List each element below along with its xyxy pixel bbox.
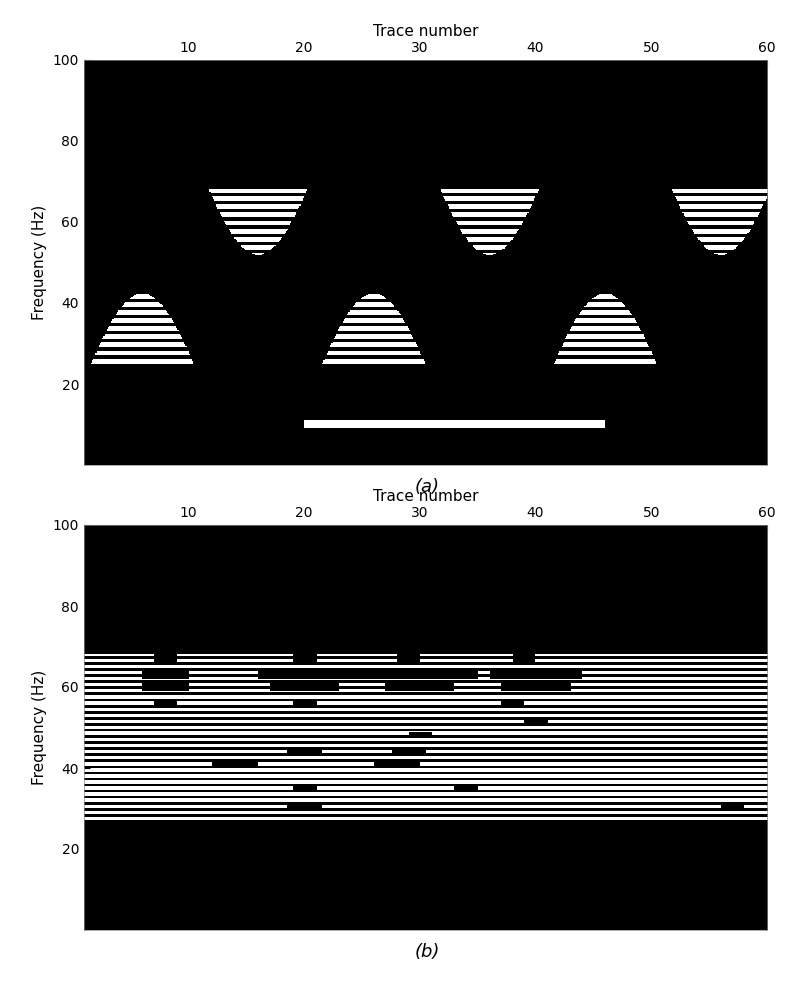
X-axis label: Trace number: Trace number xyxy=(372,24,479,39)
X-axis label: Trace number: Trace number xyxy=(372,489,479,504)
Y-axis label: Frequency (Hz): Frequency (Hz) xyxy=(32,205,47,320)
Text: (b): (b) xyxy=(415,943,440,961)
Text: (a): (a) xyxy=(415,478,440,496)
Y-axis label: Frequency (Hz): Frequency (Hz) xyxy=(32,670,47,785)
